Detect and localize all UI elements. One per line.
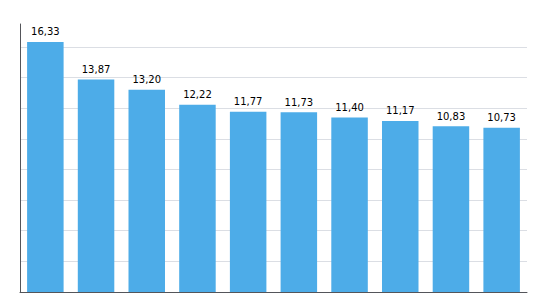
svg-text:10,83: 10,83 (437, 111, 466, 122)
svg-text:11,77: 11,77 (234, 96, 263, 107)
svg-text:11,73: 11,73 (285, 97, 314, 108)
svg-text:10,73: 10,73 (487, 112, 516, 123)
svg-text:16,33: 16,33 (31, 26, 60, 37)
svg-text:12,22: 12,22 (183, 89, 212, 100)
svg-text:13,87: 13,87 (82, 64, 111, 75)
svg-text:11,40: 11,40 (335, 102, 364, 113)
svg-text:11,17: 11,17 (386, 105, 415, 116)
svg-text:13,20: 13,20 (132, 74, 161, 85)
